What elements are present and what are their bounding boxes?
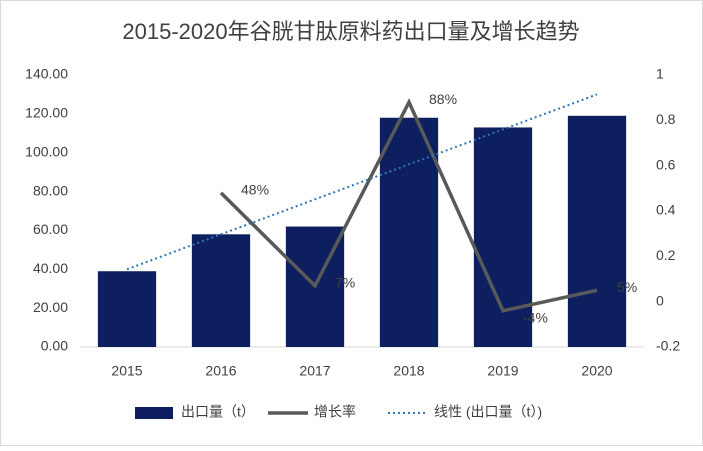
x-tick-label: 2016 — [205, 363, 236, 379]
data-label: 48% — [241, 182, 269, 198]
bar — [97, 271, 157, 347]
legend-label: 线性 (出口量（t）) — [434, 404, 542, 420]
x-tick-label: 2019 — [487, 363, 518, 379]
y-tick-label: 120.00 — [25, 105, 68, 121]
data-label: 7% — [335, 275, 355, 291]
line — [219, 98, 598, 313]
y-tick-label: 80.00 — [33, 182, 68, 198]
y-tick-label: 40.00 — [33, 260, 68, 276]
data-label: 88% — [429, 91, 457, 107]
data-label: -4% — [523, 309, 548, 325]
chart-title: 2015-2020年谷胱甘肽原料药出口量及增长趋势 — [122, 19, 579, 44]
data-label: 5% — [617, 279, 637, 295]
y2-tick-label: -0.2 — [656, 338, 680, 354]
x-tick-label: 2018 — [393, 363, 424, 379]
x-tick-label: 2015 — [111, 363, 142, 379]
y-tick-label: 60.00 — [33, 221, 68, 237]
bar — [191, 234, 251, 347]
x-tick-label: 2020 — [581, 363, 612, 379]
legend-swatch — [135, 407, 173, 419]
y-tick-label: 0.00 — [41, 338, 68, 354]
bar — [567, 115, 627, 347]
bar — [379, 117, 439, 347]
legend-label: 增长率 — [314, 404, 356, 420]
y2-tick-label: 0.8 — [656, 111, 676, 127]
y-tick-label: 20.00 — [33, 299, 68, 315]
y2-tick-label: 1 — [656, 66, 664, 82]
y-tick-label: 100.00 — [25, 143, 68, 159]
y2-tick-label: 0.6 — [656, 156, 676, 172]
y-tick-label: 140.00 — [25, 66, 68, 82]
legend-label: 出口量（t） — [181, 404, 255, 420]
y2-tick-label: 0 — [656, 292, 664, 308]
y2-tick-label: 0.2 — [656, 247, 676, 263]
y2-tick-label: 0.4 — [656, 202, 676, 218]
trend-line — [126, 93, 598, 271]
x-tick-label: 2017 — [299, 363, 330, 379]
